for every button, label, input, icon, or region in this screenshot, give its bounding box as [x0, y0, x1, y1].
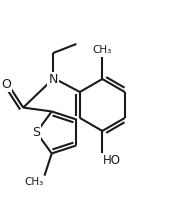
Text: S: S — [33, 126, 40, 139]
Text: CH₃: CH₃ — [24, 177, 43, 187]
Text: HO: HO — [103, 154, 121, 167]
Text: N: N — [48, 72, 58, 86]
Text: CH₃: CH₃ — [93, 45, 112, 55]
Text: O: O — [1, 78, 11, 91]
